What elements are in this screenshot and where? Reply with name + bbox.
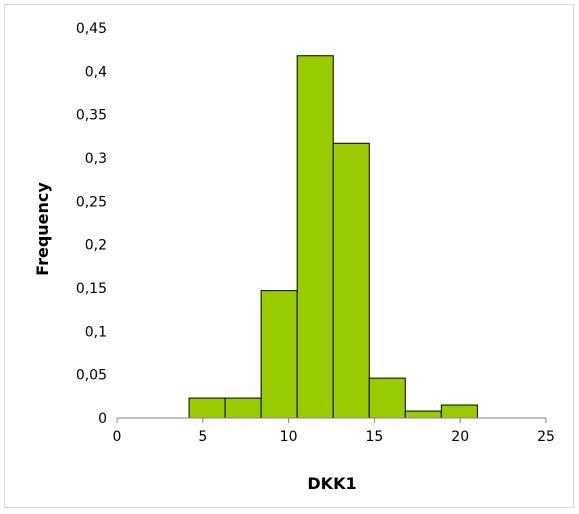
histogram-bar-7 [404,410,442,419]
histogram-chart: 0 0,05 0,1 0,15 0,2 0,25 0,3 0,35 0,4 0,45 0 5 10 15… [33,21,555,493]
y-tick-label: 0,45 [76,21,107,37]
x-tick-label: 25 [537,429,555,445]
x-tick-label: 5 [198,429,207,445]
histogram-bar-6 [368,377,406,419]
histogram-bar-4 [296,55,334,419]
y-tick-label: 0,15 [76,281,107,297]
y-axis-title: Frequency [33,182,52,276]
x-tick-labels: 0 5 10 15 20 25 [113,418,555,445]
y-tick-label: 0,1 [85,324,107,340]
chart-frame: 0 0,05 0,1 0,15 0,2 0,25 0,3 0,35 0,4 0,45 0 5 10 15… [4,4,574,508]
y-tick-label: 0,2 [85,238,107,254]
y-tick-label: 0,4 [85,64,107,80]
x-tick-label: 0 [113,429,122,445]
bars-group [188,55,478,419]
y-tick-label: 0,3 [85,151,107,167]
x-axis-title: DKK1 [307,474,356,493]
y-tick-label: 0,35 [76,108,107,124]
histogram-bar-1 [188,397,226,419]
x-tick-label: 20 [451,429,469,445]
histogram-bar-8 [440,404,478,419]
histogram-bar-3 [260,290,298,419]
y-tick-label: 0 [98,411,107,427]
histogram-bar-2 [224,397,262,419]
x-tick-label: 15 [365,429,383,445]
x-tick-label: 10 [280,429,298,445]
y-tick-labels: 0 0,05 0,1 0,15 0,2 0,25 0,3 0,35 0,4 0,45 [76,21,107,427]
histogram-bar-5 [332,142,370,419]
y-tick-label: 0,05 [76,368,107,384]
y-tick-label: 0,25 [76,194,107,210]
